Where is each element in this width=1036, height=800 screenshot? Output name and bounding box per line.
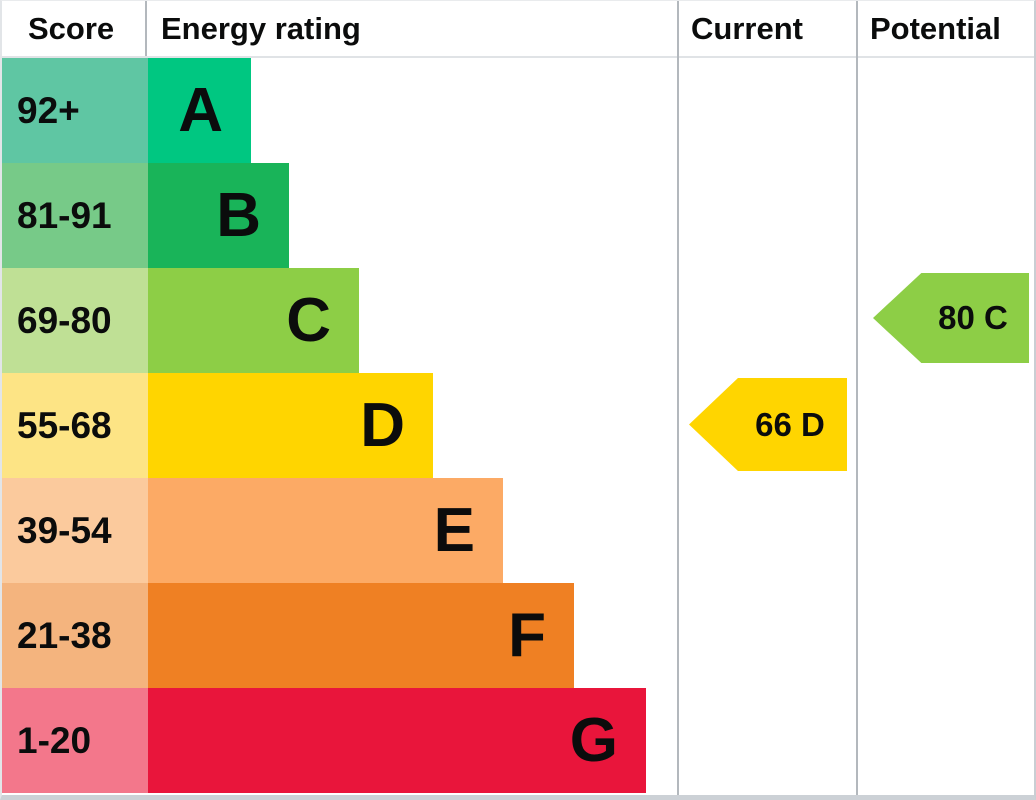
- column-divider-potential: [856, 1, 858, 795]
- band-score: 1-20: [2, 688, 148, 793]
- band-row-b: 81-91 B: [2, 163, 1034, 268]
- band-row-e: 39-54 E: [2, 478, 1034, 583]
- band-row-g: 1-20 G: [2, 688, 1034, 793]
- band-row-f: 21-38 F: [2, 583, 1034, 688]
- band-row-a: 92+ A: [2, 58, 1034, 163]
- band-bar: B: [148, 163, 289, 268]
- chart-header: Score Energy rating Current Potential: [2, 1, 1034, 58]
- band-letter: D: [360, 390, 405, 460]
- band-letter: A: [178, 75, 223, 145]
- band-bar: F: [148, 583, 574, 688]
- band-bar: A: [148, 58, 251, 163]
- band-score: 55-68: [2, 373, 148, 478]
- header-potential: Potential: [870, 10, 1001, 46]
- header-energy-rating: Energy rating: [161, 10, 361, 46]
- band-score: 21-38: [2, 583, 148, 688]
- column-divider-current: [677, 1, 679, 795]
- current-rating-label: 66 D: [755, 405, 825, 443]
- potential-rating-label: 80 C: [938, 299, 1008, 336]
- band-letter: B: [216, 180, 261, 250]
- band-score: 39-54: [2, 478, 148, 583]
- band-bar: D: [148, 373, 433, 478]
- band-rows: 92+ A 81-91 B 69-80 C 55-68 D 39-54 E 21…: [2, 58, 1034, 793]
- band-letter: E: [433, 495, 475, 565]
- band-score: 92+: [2, 58, 148, 163]
- band-score: 81-91: [2, 163, 148, 268]
- band-letter: F: [508, 600, 546, 670]
- band-letter: G: [569, 705, 618, 775]
- band-score: 69-80: [2, 268, 148, 373]
- band-bar: G: [148, 688, 646, 793]
- band-bar: C: [148, 268, 359, 373]
- band-row-d: 55-68 D: [2, 373, 1034, 478]
- header-score: Score: [2, 1, 147, 56]
- header-current: Current: [691, 10, 803, 46]
- band-row-c: 69-80 C: [2, 268, 1034, 373]
- band-letter: C: [286, 285, 331, 355]
- band-bar: E: [148, 478, 503, 583]
